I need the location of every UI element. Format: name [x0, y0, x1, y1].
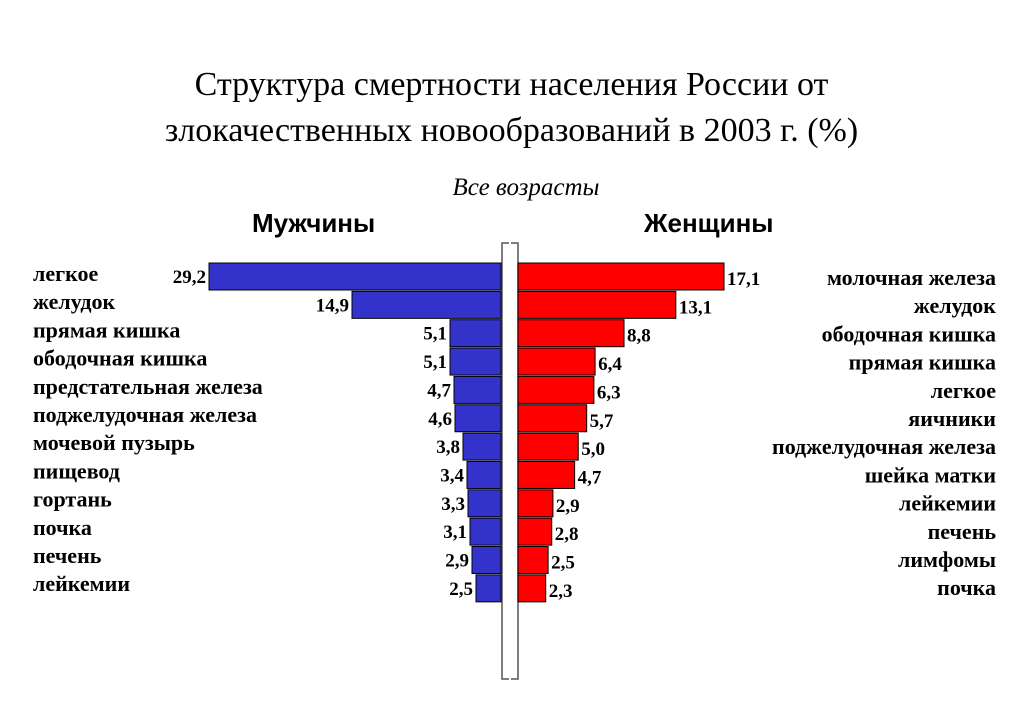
women-bar: [517, 489, 554, 518]
men-value-label: 14,9: [316, 295, 349, 316]
men-bar: [449, 319, 502, 348]
women-category-label: лейкемии: [899, 491, 996, 516]
men-value-label: 3,3: [441, 494, 465, 515]
women-bar: [517, 404, 588, 433]
women-value-label: 17,1: [727, 269, 760, 290]
women-category-label: поджелудочная железа: [772, 434, 996, 459]
women-category-label: легкое: [931, 378, 996, 403]
men-series-title: Мужчины: [252, 208, 376, 238]
women-value-label: 2,8: [555, 524, 579, 545]
men-value-label: 4,7: [427, 380, 451, 401]
chart-title: Структура смертности населения России от…: [0, 62, 1023, 154]
chart-title-line2: злокачественных новообразований в 2003 г…: [164, 112, 859, 149]
men-category-label: печень: [33, 543, 102, 568]
men-bar: [466, 460, 502, 489]
women-category-label: желудок: [914, 293, 997, 318]
men-value-label: 4,6: [428, 409, 452, 430]
men-value-label: 29,2: [173, 267, 206, 288]
men-bar: [449, 347, 502, 376]
men-category-label: ободочная кишка: [33, 346, 207, 371]
chart-title-line1: Структура смертности населения России от: [194, 66, 829, 103]
women-value-label: 2,9: [556, 496, 580, 517]
women-category-label: ободочная кишка: [822, 321, 996, 346]
women-bar: [517, 347, 596, 376]
men-category-label: мочевой пузырь: [33, 430, 195, 455]
men-value-label: 2,9: [445, 551, 469, 572]
men-category-label: прямая кишка: [33, 317, 180, 342]
women-category-label: молочная железа: [827, 265, 996, 290]
men-category-label: почка: [33, 515, 92, 540]
women-bar: [517, 517, 553, 546]
men-category-label: поджелудочная железа: [33, 402, 257, 427]
men-category-label: легкое: [33, 261, 98, 286]
women-category-label: почка: [937, 575, 996, 600]
men-bar: [475, 574, 502, 603]
women-bar: [517, 375, 595, 404]
women-value-label: 4,7: [578, 467, 602, 488]
women-bar: [517, 460, 576, 489]
women-value-label: 5,7: [590, 411, 614, 432]
women-category-label: печень: [928, 519, 997, 544]
men-category-label: желудок: [33, 289, 116, 314]
men-bar: [467, 489, 502, 518]
men-category-label: лейкемии: [33, 571, 130, 596]
women-bar: [517, 319, 625, 348]
men-value-label: 3,8: [436, 437, 460, 458]
men-bar: [471, 546, 502, 574]
men-bar: [469, 517, 502, 546]
men-bar: [453, 375, 502, 404]
men-value-label: 5,1: [423, 324, 447, 345]
women-value-label: 5,0: [581, 439, 605, 460]
men-value-label: 2,5: [449, 579, 473, 600]
women-bar: [517, 546, 549, 574]
women-category-label: яичники: [908, 406, 996, 431]
women-category-label: шейка матки: [865, 462, 997, 487]
men-category-label: предстательная железа: [33, 374, 263, 399]
women-value-label: 6,4: [598, 354, 622, 375]
women-bar: [517, 262, 725, 291]
men-value-label: 3,4: [440, 465, 464, 486]
women-category-label: лимфомы: [898, 547, 996, 572]
men-value-label: 3,1: [443, 522, 467, 543]
women-bar: [517, 290, 677, 319]
men-category-label: гортань: [33, 487, 112, 512]
center-bracket-left: [501, 242, 509, 680]
men-category-label: пищевод: [33, 458, 120, 483]
women-series-title: Женщины: [644, 208, 774, 238]
center-bracket-right: [511, 242, 519, 680]
women-value-label: 8,8: [627, 326, 651, 347]
men-bar: [208, 262, 502, 291]
women-bar: [517, 432, 579, 461]
women-value-label: 6,3: [597, 382, 621, 403]
men-bar: [351, 290, 502, 319]
women-value-label: 13,1: [679, 297, 712, 318]
men-value-label: 5,1: [423, 352, 447, 373]
women-value-label: 2,5: [551, 553, 575, 574]
chart-subtitle: Все возрасты: [452, 174, 600, 201]
men-bar: [462, 432, 502, 461]
women-value-label: 2,3: [549, 581, 573, 602]
men-bar: [454, 404, 502, 433]
women-category-label: прямая кишка: [849, 350, 996, 375]
women-bar: [517, 574, 547, 603]
